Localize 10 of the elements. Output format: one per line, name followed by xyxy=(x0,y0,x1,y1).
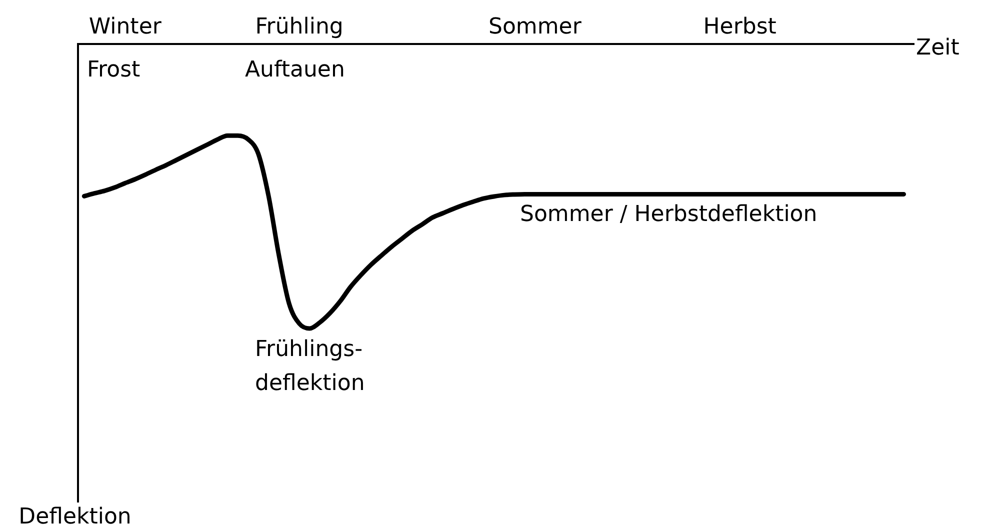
annotation: Frühlings- deflektion xyxy=(255,337,365,396)
text: Deflektion xyxy=(18,504,132,530)
x-tick-label: Herbst xyxy=(703,14,777,40)
annotation: Frost xyxy=(87,58,141,83)
annotation: Auftauen xyxy=(245,58,345,83)
x-tick-label: Sommer xyxy=(488,14,582,40)
x-tick-label: Frühling xyxy=(255,14,344,40)
x-axis-title: Zeit xyxy=(916,36,960,61)
annotation: Sommer / Herbstdeflektion xyxy=(520,202,818,227)
x-tick-label: Winter xyxy=(88,14,162,40)
